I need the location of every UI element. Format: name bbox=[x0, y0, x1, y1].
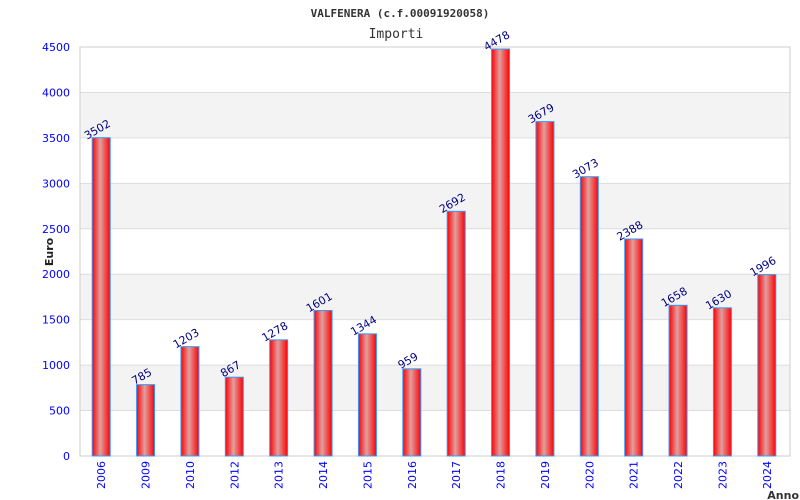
x-axis-label: Anno bbox=[767, 489, 799, 500]
bar-2021 bbox=[624, 238, 644, 457]
x-tick-label: 2017 bbox=[450, 461, 463, 489]
y-tick-label: 4500 bbox=[42, 41, 70, 54]
x-tick-label: 2020 bbox=[583, 461, 596, 489]
bar-2018 bbox=[491, 48, 511, 457]
x-tick-label: 2009 bbox=[140, 461, 153, 489]
x-tick-label: 2024 bbox=[761, 461, 774, 489]
x-tick-label: 2014 bbox=[317, 461, 330, 489]
grid-band bbox=[80, 183, 790, 229]
plot-border bbox=[79, 46, 791, 457]
bar-2024 bbox=[757, 274, 777, 457]
x-tick-label: 2010 bbox=[184, 461, 197, 489]
bar-2006 bbox=[91, 137, 111, 457]
y-tick-label: 1000 bbox=[42, 359, 70, 372]
y-tick-label: 2500 bbox=[42, 223, 70, 236]
chart-subtitle: Importi bbox=[369, 27, 424, 42]
bar-2016 bbox=[402, 368, 422, 457]
bar-2014 bbox=[313, 309, 333, 457]
bar-2022 bbox=[668, 304, 688, 457]
x-tick-label: 2015 bbox=[361, 461, 374, 489]
bar-2012 bbox=[224, 376, 244, 457]
x-tick-label: 2016 bbox=[406, 461, 419, 489]
y-tick-label: 1500 bbox=[42, 314, 70, 327]
x-tick-label: 2023 bbox=[716, 461, 729, 489]
x-tick-label: 2022 bbox=[672, 461, 685, 489]
grid-band bbox=[80, 92, 790, 138]
bar-2013 bbox=[269, 339, 289, 457]
y-tick-label: 4000 bbox=[42, 86, 70, 99]
y-tick-label: 3000 bbox=[42, 177, 70, 190]
y-tick-label: 0 bbox=[63, 450, 70, 463]
y-tick-label: 2000 bbox=[42, 268, 70, 281]
bar-2010 bbox=[180, 346, 200, 457]
bar-2023 bbox=[712, 307, 732, 457]
chart-title: VALFENERA (c.f.00091920058) bbox=[311, 7, 490, 20]
bar-2019 bbox=[535, 121, 555, 457]
x-tick-label: 2018 bbox=[495, 461, 508, 489]
y-tick-label: 3500 bbox=[42, 132, 70, 145]
bar-2015 bbox=[357, 333, 377, 457]
y-axis-label: Euro bbox=[43, 237, 56, 266]
x-tick-label: 2021 bbox=[628, 461, 641, 489]
bar-2020 bbox=[579, 176, 599, 457]
x-tick-label: 2006 bbox=[95, 461, 108, 489]
x-tick-label: 2019 bbox=[539, 461, 552, 489]
x-tick-label: 2013 bbox=[273, 461, 286, 489]
x-tick-label: 2012 bbox=[228, 461, 241, 489]
y-tick-label: 500 bbox=[49, 405, 70, 418]
bar-2017 bbox=[446, 210, 466, 457]
bar-2009 bbox=[136, 384, 156, 457]
